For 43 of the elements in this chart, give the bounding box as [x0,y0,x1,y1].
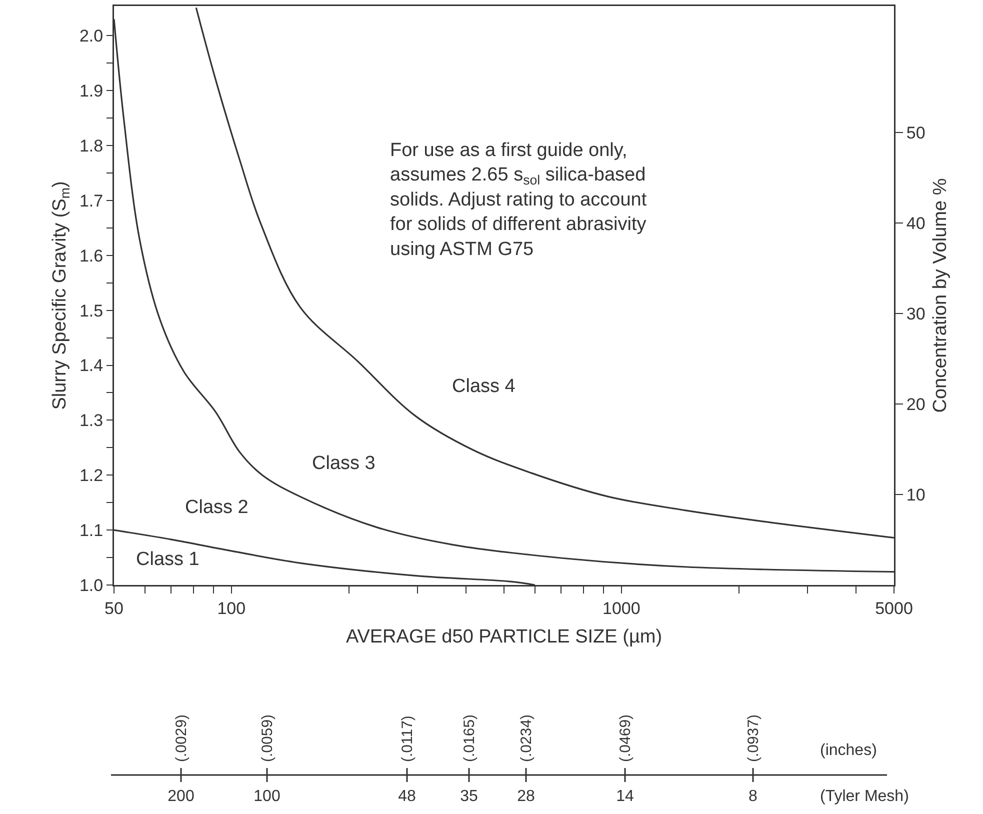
x-tick-label: 50 [104,598,124,618]
x-axis-title: AVERAGE d50 PARTICLE SIZE (µm) [346,626,662,648]
text: 14 [616,788,634,805]
text: (.0029) [173,714,190,762]
text: (.0469) [617,714,634,762]
y-tick-label: 1.9 [79,82,104,101]
text: (.0165) [461,714,478,762]
annotation: Class 2 [185,497,248,518]
y-tick-label: 2.0 [79,26,104,46]
y-tick-label: 1.0 [79,576,104,595]
text: 200 [168,788,194,805]
y-tick-label: 1.5 [79,301,104,320]
text: (.0059) [259,714,276,762]
text: 35 [460,788,478,805]
annotation: For use as a first guide only, assumes 2.65 s$_{sol}$ silica-based solids. Adjust rating to account for solids of different abrasivity using ASTM G75 [390,140,648,260]
x-tick-label: 1000 [602,598,640,618]
y-tick-label: 1.1 [79,521,104,540]
text: (.0937) [745,714,762,762]
y-tick-label: 1.6 [79,246,104,266]
y2-tick-label: 20 [906,395,926,414]
text: 48 [398,788,416,805]
x-tick-label: 5000 [875,598,913,618]
y-tick-label: 1.2 [79,466,104,486]
y2-tick-label: 30 [906,304,926,324]
y2-tick-label: 10 [906,485,926,504]
annotation: Class 1 [136,549,200,570]
y-tick-label: 1.3 [79,411,104,430]
y-tick-label: 1.4 [79,356,104,376]
y2-tick-label: 50 [906,124,926,143]
y2-tick-label: 40 [906,214,926,234]
annotation: Class 3 [312,453,376,474]
y-tick-label: 1.7 [79,191,104,210]
x-tick-label: 100 [217,598,246,618]
annotation: Class 4 [452,376,516,397]
text: (inches) [820,742,877,759]
text: (.0117) [399,716,416,762]
text: (.0234) [518,714,535,762]
text: 100 [254,788,280,805]
text: 28 [517,788,535,805]
text: (Tyler Mesh) [820,788,909,805]
y2-axis-title: Concentration by Volume % [930,178,952,413]
y-tick-label: 1.8 [79,136,104,156]
text: 8 [748,788,758,805]
